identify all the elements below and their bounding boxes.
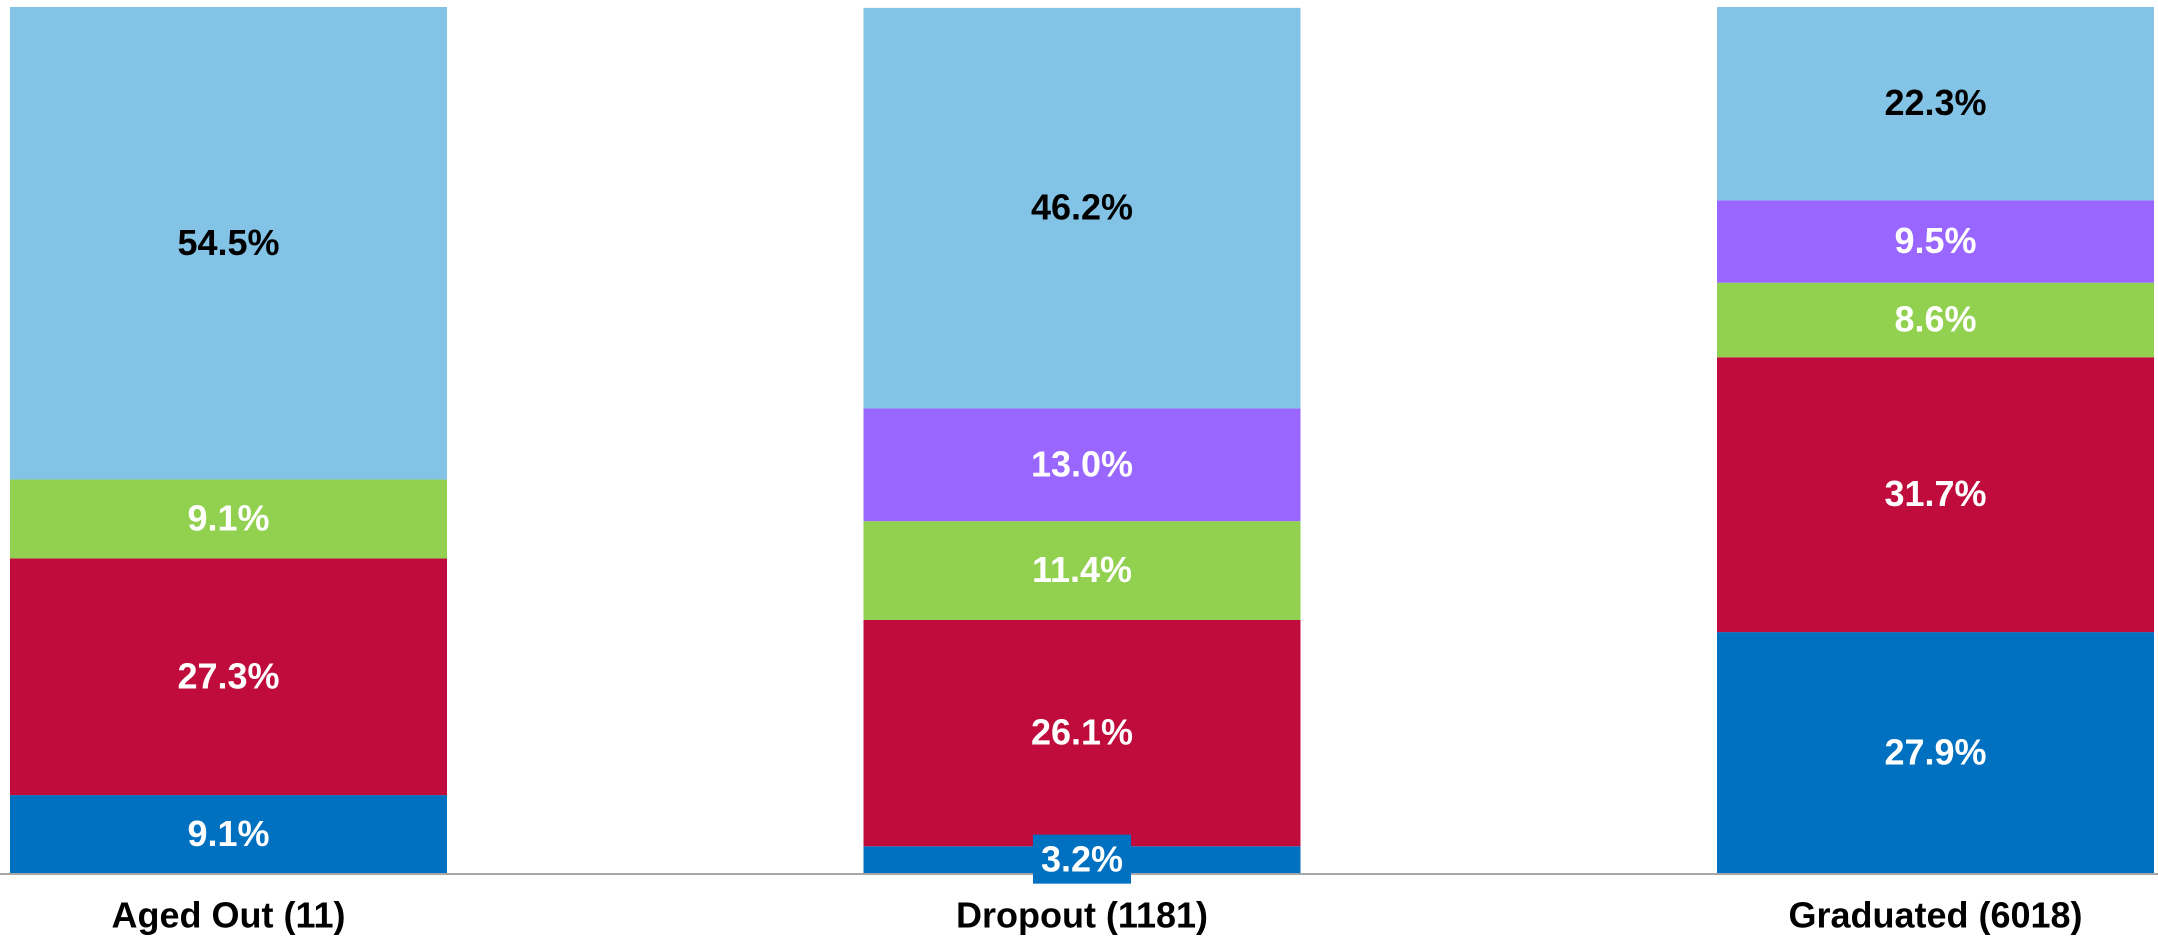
data-label: 27.9%: [1884, 732, 1986, 773]
x-tick-label: Graduated (6018): [1788, 895, 2082, 936]
data-label: 3.2%: [1041, 839, 1123, 880]
data-label: 9.1%: [187, 497, 269, 538]
data-label: 11.4%: [1032, 549, 1132, 590]
bar-segment: [10, 7, 447, 480]
data-label: 26.1%: [1031, 712, 1133, 753]
bar-segment: [10, 558, 447, 796]
bar-segment: [1717, 7, 2154, 201]
bar-segment: [10, 479, 447, 559]
data-label: 13.0%: [1031, 443, 1133, 484]
bar-segment: [863, 619, 1301, 847]
data-label: 22.3%: [1884, 82, 1986, 123]
bar-segment: [1717, 357, 2154, 633]
bar-segment: [863, 7, 1301, 409]
data-label: 31.7%: [1884, 473, 1986, 514]
bar-segment: [863, 521, 1301, 620]
data-label: 27.3%: [177, 655, 279, 696]
bar-segment: [1717, 632, 2154, 874]
data-label: 9.1%: [187, 813, 269, 854]
bar-segment: [863, 408, 1301, 522]
bar-segment: [1717, 200, 2154, 283]
data-label: 54.5%: [177, 222, 279, 263]
data-label: 8.6%: [1894, 299, 1976, 340]
x-tick-label: Dropout (1181): [956, 895, 1208, 936]
bar-segment: [10, 795, 447, 874]
data-label: 9.5%: [1894, 220, 1976, 261]
x-tick-label: Aged Out (11): [111, 895, 345, 936]
data-label: 46.2%: [1031, 187, 1133, 228]
bar-segment: [1717, 282, 2154, 358]
data-label-bg: [1032, 834, 1132, 884]
